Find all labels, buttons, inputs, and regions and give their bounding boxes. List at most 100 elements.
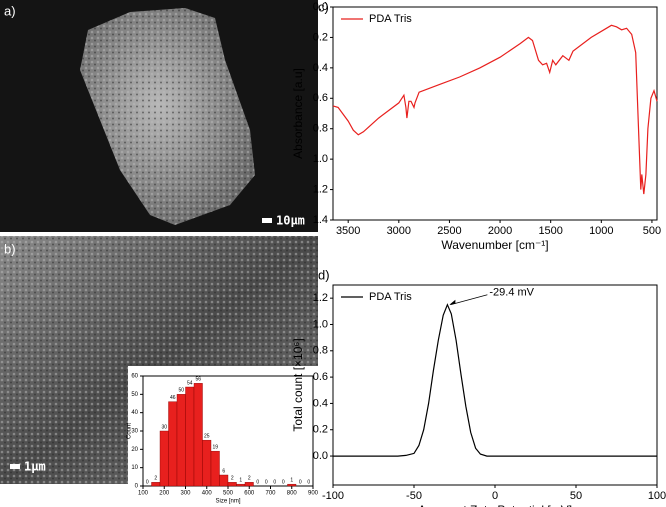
y-tick-label: 30	[131, 429, 138, 435]
y-tick-label: 0.0	[313, 450, 328, 462]
bar	[193, 383, 203, 487]
y-tick-label: 0.0	[313, 1, 328, 13]
x-tick-label: 0	[492, 490, 498, 502]
data-label: 30	[161, 424, 167, 430]
plot-frame	[332, 6, 658, 221]
bar	[210, 450, 220, 487]
data-label: 0	[282, 479, 285, 485]
x-tick-label: 3500	[336, 225, 360, 237]
bar	[202, 439, 212, 487]
scale-bar-label: 1µm	[24, 460, 46, 474]
y-tick-label: 1.4	[313, 214, 328, 226]
y-tick-label: 1.2	[313, 292, 328, 304]
data-label: 0	[256, 479, 259, 485]
x-tick-label: 100	[648, 490, 666, 502]
bar	[287, 483, 297, 487]
y-axis-label: Absorbance [a.u]	[291, 68, 305, 159]
x-tick-label: 700	[265, 491, 276, 497]
x-axis-label: Wavenumber [cm⁻¹]	[441, 238, 548, 252]
data-label: 0	[146, 479, 149, 485]
data-label: 6	[222, 468, 225, 474]
y-tick-label: 0.8	[313, 123, 328, 135]
bar	[219, 474, 229, 487]
data-label: 0	[273, 479, 276, 485]
x-tick-label: -100	[322, 490, 344, 502]
bar	[159, 430, 169, 487]
y-tick-label: 60	[131, 374, 138, 380]
data-label: 0	[299, 479, 302, 485]
legend-label: PDA Tris	[369, 291, 412, 303]
y-tick-label: 1.0	[313, 318, 328, 330]
data-label: 25	[204, 433, 210, 439]
x-tick-label: 400	[202, 491, 213, 497]
data-label: 0	[265, 479, 268, 485]
y-tick-label: 0	[135, 484, 139, 490]
y-axis-label: Total count [×10⁶]	[291, 338, 305, 431]
y-tick-label: 40	[131, 410, 138, 416]
bar	[236, 483, 246, 487]
y-tick-label: 20	[131, 447, 138, 453]
bar	[227, 482, 237, 487]
scale-bar	[262, 218, 272, 223]
panel-label: b)	[4, 241, 16, 256]
x-tick-label: 3000	[387, 225, 411, 237]
x-tick-label: -50	[406, 490, 422, 502]
data-label: 46	[170, 395, 176, 401]
particle-texture	[80, 8, 255, 225]
x-tick-label: 2500	[437, 225, 461, 237]
y-tick-label: 0.4	[313, 62, 328, 74]
y-tick-label: 50	[131, 392, 138, 398]
x-tick-label: 900	[308, 491, 319, 497]
x-tick-label: 2000	[488, 225, 512, 237]
y-tick-label: 0.4	[313, 397, 328, 409]
annotation: -29.4 mV	[489, 287, 534, 299]
x-tick-label: 800	[287, 491, 298, 497]
panel-label: a)	[4, 3, 16, 18]
data-label: 1	[239, 477, 242, 483]
legend-label: PDA Tris	[369, 13, 412, 25]
y-tick-label: 0.8	[313, 345, 328, 357]
y-tick-label: 0.2	[313, 31, 328, 43]
y-axis-label: Count	[127, 423, 133, 439]
data-label: 19	[212, 444, 218, 450]
y-tick-label: 0.2	[313, 424, 328, 436]
y-tick-label: 10	[131, 465, 138, 471]
data-label: 50	[178, 388, 184, 394]
bar	[151, 482, 161, 487]
x-tick-label: 1500	[538, 225, 562, 237]
data-label: 54	[187, 380, 193, 386]
x-tick-label: 100	[138, 491, 149, 497]
data-label: 0	[307, 479, 310, 485]
data-label: 2	[248, 476, 251, 482]
x-axis-label: Size [nm]	[215, 499, 240, 505]
bar	[185, 386, 195, 487]
y-tick-label: 0.6	[313, 92, 328, 104]
x-axis-label: Apparent Zeta Potential [mV]	[418, 503, 572, 507]
x-tick-label: 500	[643, 225, 661, 237]
data-label: 56	[195, 377, 201, 383]
data-line	[333, 303, 657, 457]
x-tick-label: 1000	[589, 225, 613, 237]
bar	[176, 394, 186, 487]
x-tick-label: 300	[180, 491, 191, 497]
x-tick-label: 600	[244, 491, 255, 497]
data-line	[332, 24, 658, 195]
plot-frame	[332, 284, 658, 486]
x-tick-label: 50	[570, 490, 582, 502]
data-label: 2	[154, 476, 157, 482]
bar	[168, 401, 178, 487]
panel-label: d)	[318, 267, 330, 282]
panel-label: c)	[318, 0, 329, 14]
arrow-head	[449, 299, 456, 305]
scale-bar-label: 10µm	[276, 214, 305, 228]
x-tick-label: 200	[159, 491, 170, 497]
x-tick-label: 500	[223, 491, 234, 497]
scale-bar	[10, 464, 20, 469]
bar	[244, 482, 254, 487]
annotation-arrow	[450, 294, 488, 306]
y-tick-label: 1.0	[313, 153, 328, 165]
data-label: 2	[231, 476, 234, 482]
y-tick-label: 0.6	[313, 371, 328, 383]
y-tick-label: 1.2	[313, 183, 328, 195]
